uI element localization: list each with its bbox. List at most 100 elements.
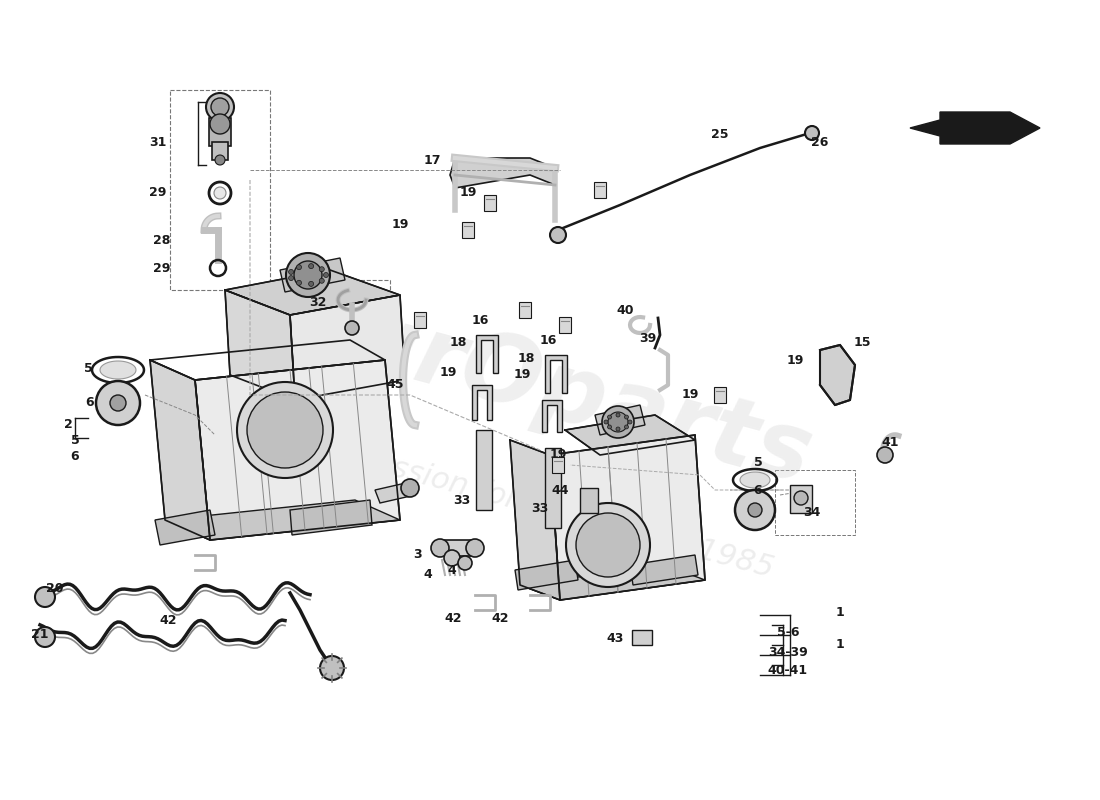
Text: 19: 19 — [439, 366, 456, 378]
Circle shape — [288, 275, 294, 281]
Circle shape — [794, 491, 808, 505]
Polygon shape — [542, 400, 562, 432]
Circle shape — [35, 627, 55, 647]
Text: 21: 21 — [31, 629, 48, 642]
Text: 16: 16 — [471, 314, 488, 326]
Circle shape — [211, 98, 229, 116]
Text: 18: 18 — [517, 351, 535, 365]
Circle shape — [628, 420, 632, 424]
Text: 34-39: 34-39 — [768, 646, 807, 658]
Text: 29: 29 — [150, 186, 167, 198]
Circle shape — [286, 253, 330, 297]
Bar — [107, 396, 129, 410]
Text: 29: 29 — [153, 262, 170, 274]
Text: 20: 20 — [46, 582, 64, 594]
Polygon shape — [375, 482, 415, 503]
Text: 28: 28 — [153, 234, 170, 246]
Text: 25: 25 — [712, 129, 728, 142]
Circle shape — [248, 392, 323, 468]
Circle shape — [210, 114, 230, 134]
Circle shape — [431, 539, 449, 557]
Text: 42: 42 — [492, 611, 508, 625]
Polygon shape — [226, 270, 400, 315]
Bar — [559, 317, 571, 333]
Circle shape — [616, 413, 620, 417]
Circle shape — [616, 427, 620, 431]
Polygon shape — [565, 415, 695, 455]
Text: 45: 45 — [386, 378, 404, 391]
Bar — [790, 485, 812, 513]
Text: 19: 19 — [786, 354, 804, 366]
Circle shape — [110, 395, 126, 411]
Text: 19: 19 — [681, 389, 698, 402]
Bar — [552, 457, 564, 473]
Text: 5: 5 — [70, 434, 79, 446]
Circle shape — [566, 503, 650, 587]
Text: a passion for parts since 1985: a passion for parts since 1985 — [323, 436, 777, 584]
Circle shape — [602, 406, 634, 438]
Polygon shape — [630, 555, 698, 585]
Polygon shape — [450, 158, 556, 188]
Text: 19: 19 — [392, 218, 409, 231]
Polygon shape — [595, 405, 645, 435]
Polygon shape — [476, 335, 498, 373]
Polygon shape — [100, 361, 136, 379]
Polygon shape — [290, 500, 372, 535]
Circle shape — [345, 321, 359, 335]
Circle shape — [444, 550, 460, 566]
Circle shape — [625, 415, 628, 419]
Circle shape — [466, 539, 484, 557]
Polygon shape — [472, 385, 492, 420]
Polygon shape — [165, 500, 400, 540]
Text: 39: 39 — [639, 331, 657, 345]
Text: 40-41: 40-41 — [768, 665, 808, 678]
Polygon shape — [515, 560, 578, 590]
Text: 1: 1 — [836, 638, 845, 651]
Bar — [632, 630, 652, 645]
Text: 43: 43 — [606, 631, 624, 645]
Circle shape — [294, 261, 322, 289]
Bar — [440, 540, 475, 556]
Bar — [476, 430, 492, 510]
Circle shape — [550, 227, 566, 243]
Text: 5-6: 5-6 — [777, 626, 800, 639]
Text: 4: 4 — [424, 569, 432, 582]
Circle shape — [206, 93, 234, 121]
Text: 33: 33 — [531, 502, 549, 514]
Polygon shape — [510, 440, 560, 600]
Circle shape — [35, 587, 55, 607]
Polygon shape — [226, 290, 295, 400]
Circle shape — [288, 270, 294, 274]
Circle shape — [576, 513, 640, 577]
Text: 32: 32 — [309, 295, 327, 309]
Circle shape — [320, 656, 344, 680]
Text: 6: 6 — [70, 450, 79, 462]
Polygon shape — [155, 510, 214, 545]
Polygon shape — [290, 295, 405, 400]
Text: 34: 34 — [803, 506, 821, 518]
Bar — [714, 387, 726, 403]
Bar — [324, 280, 390, 350]
Circle shape — [309, 264, 313, 269]
Polygon shape — [550, 435, 705, 600]
Bar — [462, 222, 474, 238]
Circle shape — [607, 425, 612, 429]
Bar — [209, 118, 231, 146]
Text: 15: 15 — [854, 335, 871, 349]
Text: 5: 5 — [754, 455, 762, 469]
Polygon shape — [195, 360, 400, 540]
Circle shape — [877, 447, 893, 463]
Polygon shape — [740, 472, 770, 488]
Text: 18: 18 — [449, 337, 466, 350]
Bar — [594, 182, 606, 198]
Circle shape — [297, 265, 301, 270]
Bar — [212, 142, 228, 160]
Text: 5: 5 — [84, 362, 92, 374]
Circle shape — [625, 425, 628, 429]
Text: 26: 26 — [812, 137, 828, 150]
Circle shape — [319, 266, 324, 272]
Circle shape — [458, 556, 472, 570]
Circle shape — [319, 278, 324, 283]
Circle shape — [214, 187, 225, 199]
Text: 6: 6 — [86, 397, 95, 410]
